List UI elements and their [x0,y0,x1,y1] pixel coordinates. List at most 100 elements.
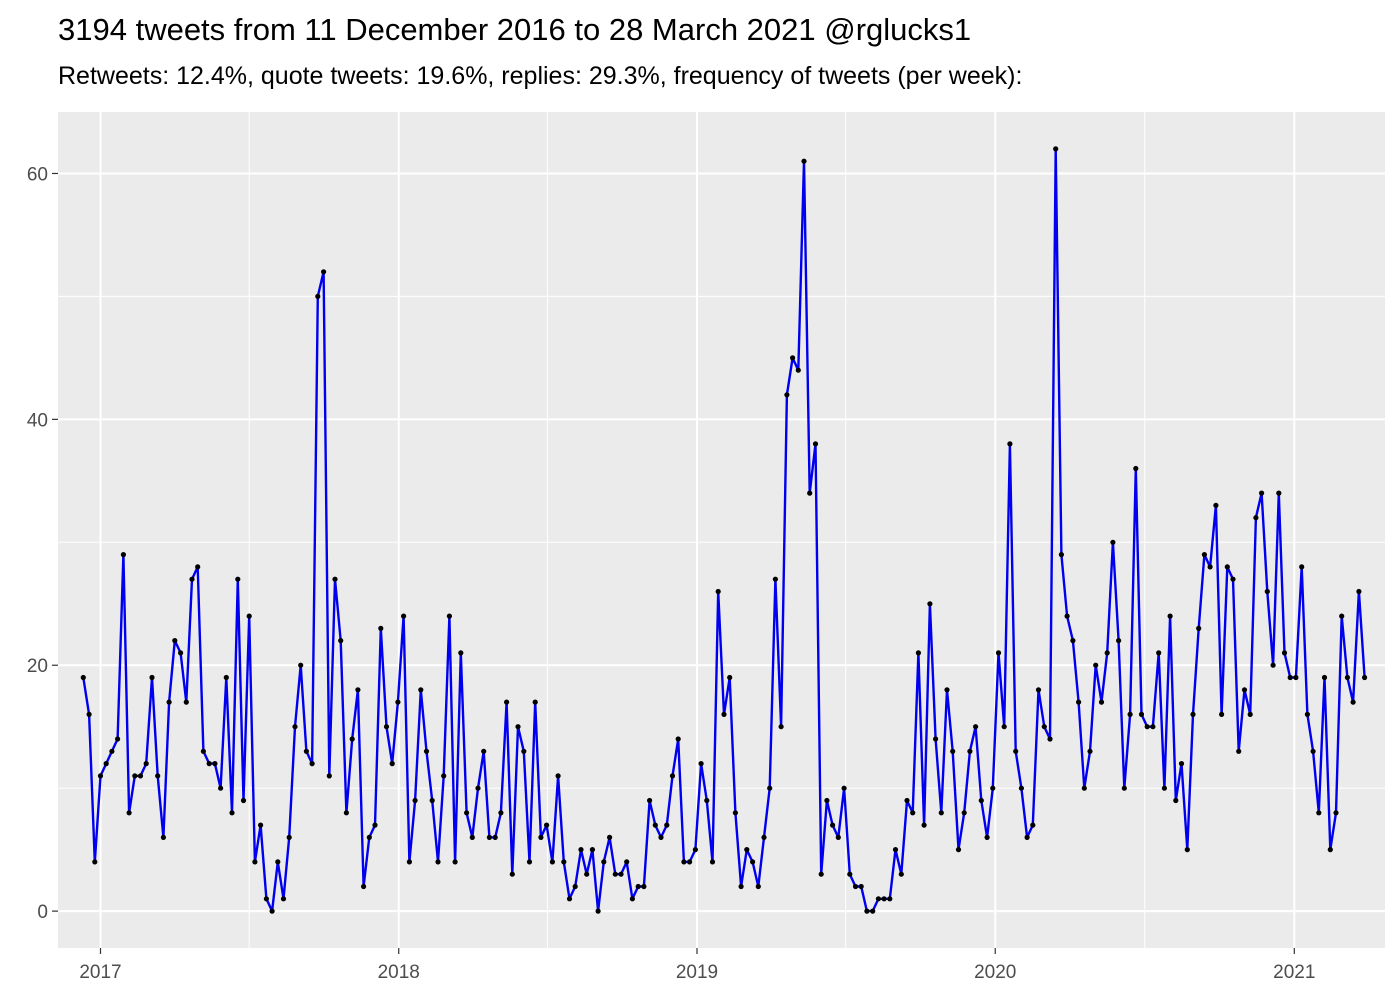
data-point [1344,674,1350,681]
data-point [1053,146,1059,152]
data-point [486,834,492,841]
data-point [97,773,104,779]
data-point [1219,711,1225,718]
data-point [361,883,367,890]
data-point [504,699,510,705]
data-point [578,847,584,853]
data-point [830,822,836,828]
data-point [1287,674,1293,681]
data-point [1081,785,1087,791]
data-point [378,625,384,632]
data-point [784,392,790,398]
data-point [423,748,430,754]
data-point [584,871,590,877]
data-point [280,896,287,902]
data-point [1030,822,1036,828]
x-tick-label: 2020 [974,962,1016,983]
data-point [1264,588,1270,595]
data-point [978,797,984,804]
data-point [944,687,950,693]
data-point [761,834,767,841]
data-point [298,662,304,668]
data-point [1116,638,1122,644]
data-point [818,871,824,877]
data-point [366,834,372,841]
data-point [1161,785,1167,791]
data-point [961,810,967,816]
data-point [326,773,332,779]
data-point [263,896,269,902]
data-point [481,748,487,754]
data-point [355,687,361,693]
data-point [1070,638,1076,644]
data-point [115,736,121,742]
data-point [927,601,933,607]
data-point [549,859,556,865]
data-point [1018,785,1024,791]
data-point [1178,761,1185,767]
data-point [303,748,309,754]
data-point [629,896,636,902]
data-point [1236,748,1242,754]
data-point [172,638,178,644]
data-point [258,822,264,828]
data-point [1241,687,1248,693]
data-point [389,761,395,767]
data-point [240,797,247,804]
data-point [160,834,166,841]
data-point [1133,465,1139,472]
data-point [532,699,538,705]
data-point [767,785,773,791]
data-point [812,441,819,447]
data-point [715,588,721,595]
data-point [1173,797,1179,804]
data-point [1327,847,1333,853]
data-point [858,883,864,890]
data-point [1041,724,1047,730]
data-point [887,896,893,902]
data-point [1098,699,1105,705]
data-point [973,724,979,730]
data-point [852,883,859,890]
data-point [1299,564,1305,570]
data-point [446,613,452,619]
data-point [189,576,195,582]
data-point [864,908,870,914]
data-point [938,810,944,816]
data-point [464,810,470,816]
data-point [1093,662,1099,668]
data-point [412,797,418,804]
y-tick-label: 60 [27,164,48,185]
data-point [383,724,390,730]
data-point [275,859,281,865]
data-point [332,576,338,582]
data-point [195,564,201,570]
data-point [933,736,939,742]
data-point [143,761,149,767]
data-point [652,822,658,828]
data-point [1201,552,1207,558]
data-point [86,711,92,718]
data-point [692,847,699,853]
data-point [561,859,567,865]
data-point [132,773,138,779]
data-point [755,883,761,890]
data-point [538,834,544,841]
data-point [950,748,956,754]
data-point [252,859,258,865]
data-point [206,761,212,767]
data-point [1064,613,1070,619]
data-point [698,761,704,767]
data-point [475,785,481,791]
data-point [807,490,813,496]
data-point [955,847,962,853]
data-point [790,355,796,361]
data-point [750,859,756,865]
data-point [1247,711,1253,718]
data-point [1213,502,1219,508]
data-point [1156,650,1162,656]
data-point [921,822,927,828]
data-point [1356,588,1362,595]
data-point [910,810,916,816]
data-point [1047,736,1053,742]
